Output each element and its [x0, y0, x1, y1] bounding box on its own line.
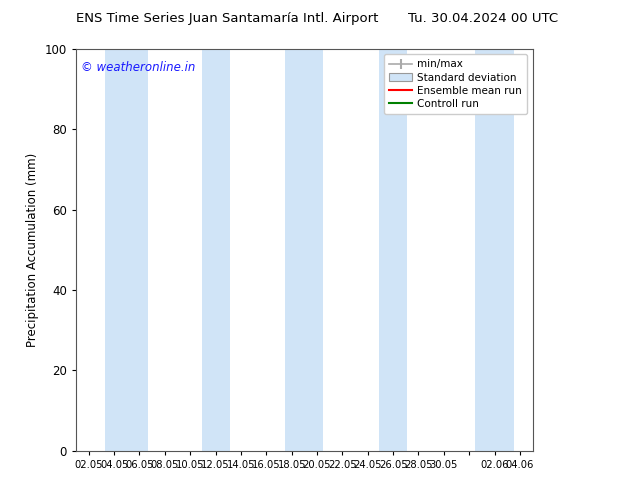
- Bar: [476, 49, 514, 451]
- Bar: [105, 49, 148, 451]
- Bar: [285, 49, 323, 451]
- Text: ENS Time Series Juan Santamaría Intl. Airport: ENS Time Series Juan Santamaría Intl. Ai…: [76, 12, 378, 25]
- Legend: min/max, Standard deviation, Ensemble mean run, Controll run: min/max, Standard deviation, Ensemble me…: [384, 54, 527, 114]
- Bar: [202, 49, 230, 451]
- Y-axis label: Precipitation Accumulation (mm): Precipitation Accumulation (mm): [26, 153, 39, 347]
- Bar: [379, 49, 407, 451]
- Text: Tu. 30.04.2024 00 UTC: Tu. 30.04.2024 00 UTC: [408, 12, 558, 25]
- Text: © weatheronline.in: © weatheronline.in: [81, 61, 195, 74]
